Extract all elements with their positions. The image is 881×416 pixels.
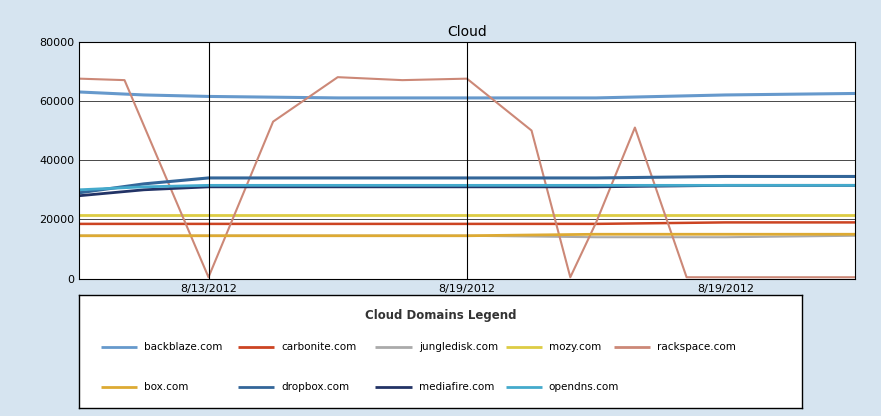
Text: jungledisk.com: jungledisk.com: [418, 342, 498, 352]
Text: rackspace.com: rackspace.com: [657, 342, 737, 352]
Text: backblaze.com: backblaze.com: [144, 342, 223, 352]
Text: box.com: box.com: [144, 382, 189, 392]
Text: carbonite.com: carbonite.com: [282, 342, 357, 352]
Text: dropbox.com: dropbox.com: [282, 382, 350, 392]
Text: mozy.com: mozy.com: [549, 342, 601, 352]
Text: Cloud Domains Legend: Cloud Domains Legend: [365, 309, 516, 322]
Text: opendns.com: opendns.com: [549, 382, 619, 392]
Title: Cloud: Cloud: [447, 25, 487, 39]
Text: mediafire.com: mediafire.com: [418, 382, 494, 392]
